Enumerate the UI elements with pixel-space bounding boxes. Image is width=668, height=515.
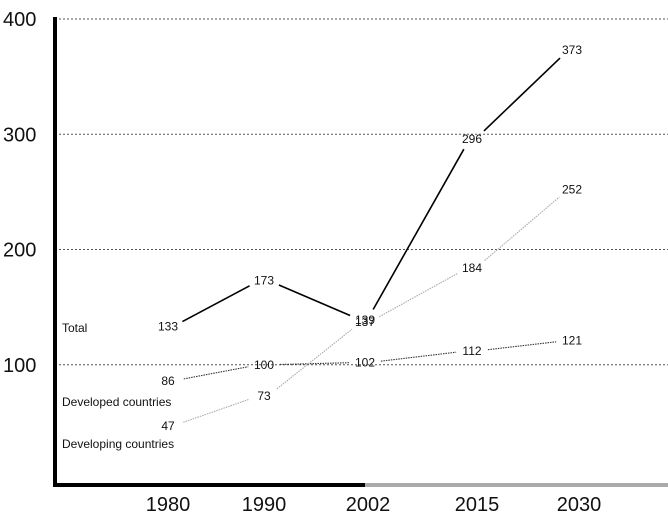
series-segment	[182, 285, 250, 323]
data-label: 373	[562, 43, 582, 57]
x-tick-label: 2030	[557, 494, 602, 515]
series-segment	[379, 272, 458, 318]
data-label: 73	[257, 389, 271, 403]
data-label: 184	[462, 261, 482, 275]
series-segment	[380, 351, 457, 362]
data-label: 112	[462, 344, 481, 358]
data-label: 137	[355, 315, 375, 329]
series-developing-countries: 47 73 137 184 252 Developing countries	[62, 183, 582, 451]
data-label: 173	[254, 274, 274, 288]
data-label: 296	[462, 132, 482, 146]
data-label: 100	[254, 358, 274, 372]
x-tick-label: 1980	[146, 494, 191, 515]
y-axis-ticks: 100 200 300 400	[3, 9, 36, 377]
x-axis-ticks: 1980 1990 2002 2015 2030	[146, 494, 602, 515]
series-segment	[484, 196, 560, 261]
series-developed-countries: 86 100 102 112 121 Developed countries	[62, 334, 582, 409]
series-segment	[183, 398, 249, 423]
x-tick-label: 2015	[455, 494, 500, 515]
series-group: 133 173 139 296 373 Total 86 100 102 112 121 Develo…	[62, 43, 582, 451]
y-tick-label: 300	[3, 124, 36, 146]
data-label: 86	[161, 374, 175, 388]
series-total: 133 173 139 296 373 Total	[62, 43, 582, 335]
data-label: 121	[562, 334, 582, 348]
series-label: Developing countries	[62, 437, 174, 451]
series-segment	[278, 284, 351, 317]
series-segment	[276, 328, 353, 390]
series-segment	[279, 362, 350, 366]
data-label: 252	[562, 183, 582, 197]
series-segment	[372, 148, 465, 310]
series-segment	[487, 341, 557, 351]
series-label: Developed countries	[62, 395, 171, 409]
data-label: 102	[355, 355, 375, 369]
series-segment	[183, 366, 249, 380]
x-tick-label: 2002	[346, 494, 391, 515]
data-label: 133	[158, 320, 178, 334]
data-label: 47	[161, 419, 175, 433]
y-tick-label: 200	[3, 240, 36, 262]
y-tick-label: 100	[3, 355, 36, 377]
series-segment	[483, 57, 561, 132]
data-label: 139	[355, 313, 375, 327]
series-label: Total	[62, 321, 87, 335]
y-tick-label: 400	[3, 9, 36, 31]
x-tick-label: 1990	[242, 494, 287, 515]
axes	[53, 17, 668, 487]
